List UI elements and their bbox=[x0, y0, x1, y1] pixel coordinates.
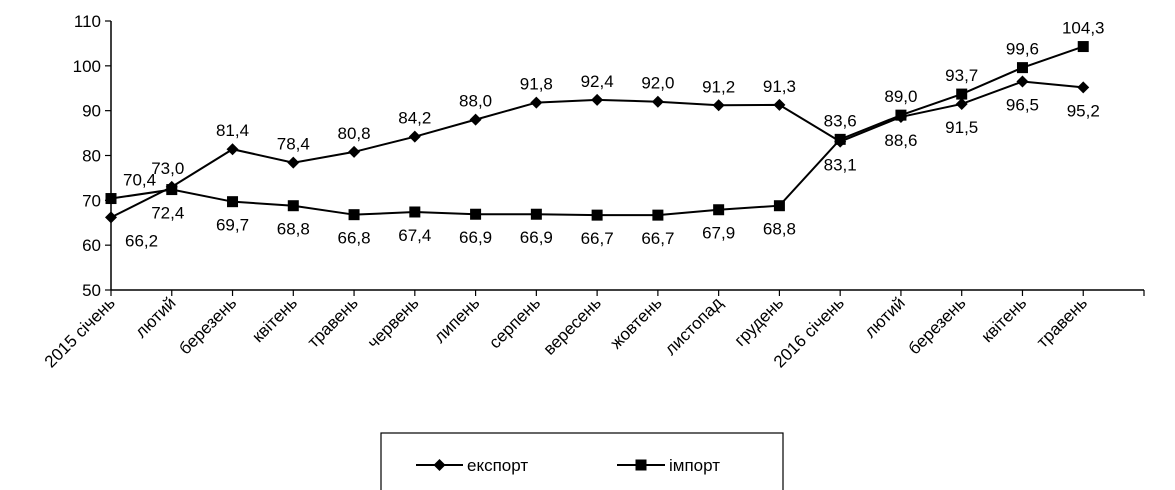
export-point bbox=[773, 98, 786, 111]
import-point bbox=[956, 88, 968, 100]
import-data-label: 99,6 bbox=[1006, 40, 1039, 59]
import-data-label: 66,7 bbox=[581, 229, 614, 248]
import-point bbox=[895, 109, 907, 121]
legend: експорт імпорт bbox=[380, 432, 784, 490]
x-category-label: червень bbox=[364, 293, 423, 352]
import-point bbox=[105, 193, 117, 205]
export-data-label: 91,5 bbox=[945, 118, 978, 137]
x-category-label: квітень bbox=[978, 293, 1031, 346]
y-tick-label: 90 bbox=[82, 102, 101, 121]
export-data-label: 83,1 bbox=[824, 156, 857, 175]
import-data-label: 66,7 bbox=[641, 229, 674, 248]
import-point bbox=[166, 184, 178, 196]
import-data-label: 66,9 bbox=[459, 228, 492, 247]
import-data-label: 72,4 bbox=[151, 204, 184, 223]
export-data-label: 92,4 bbox=[581, 72, 614, 91]
import-data-label: 68,8 bbox=[277, 220, 310, 239]
x-category-label: листопад bbox=[661, 293, 726, 358]
import-point bbox=[287, 200, 299, 212]
y-tick-label: 110 bbox=[74, 12, 101, 31]
legend-label-import: імпорт bbox=[669, 456, 720, 475]
y-tick-label: 70 bbox=[82, 191, 101, 210]
export-data-label: 88,6 bbox=[884, 131, 917, 150]
x-category-label: липень bbox=[430, 293, 483, 346]
x-category-label: жовтень bbox=[606, 293, 665, 352]
x-category-label: березень bbox=[905, 293, 970, 358]
import-point bbox=[591, 209, 603, 221]
x-category-label: лютий bbox=[861, 293, 909, 341]
y-tick-label: 80 bbox=[82, 147, 101, 166]
import-data-label: 67,4 bbox=[398, 226, 431, 245]
x-category-label: грудень bbox=[731, 293, 788, 350]
import-data-label: 67,9 bbox=[702, 224, 735, 243]
export-data-label: 80,8 bbox=[338, 124, 371, 143]
export-data-label: 78,4 bbox=[277, 135, 310, 154]
export-point bbox=[712, 99, 725, 112]
series-layer bbox=[105, 41, 1090, 224]
x-category-label: квітень bbox=[248, 293, 301, 346]
export-point bbox=[469, 113, 482, 126]
legend-box bbox=[380, 432, 784, 490]
export-point bbox=[105, 211, 117, 224]
export-point bbox=[651, 95, 664, 108]
x-category-label: 2015 січень bbox=[41, 293, 119, 371]
export-data-label: 81,4 bbox=[216, 121, 249, 140]
export-point bbox=[408, 130, 421, 143]
import-point bbox=[409, 206, 421, 218]
export-point bbox=[955, 97, 968, 110]
export-point bbox=[1077, 81, 1090, 94]
x-category-label: травень bbox=[1033, 293, 1091, 351]
legend-marker-import bbox=[635, 459, 647, 471]
export-data-label: 95,2 bbox=[1067, 101, 1100, 120]
export-point bbox=[287, 156, 300, 169]
export-data-label: 73,0 bbox=[151, 159, 184, 178]
data-labels: 66,2 73,0 81,4 78,4 80,8 84,2 88,0 91,8 92,4 92,0… bbox=[123, 19, 1105, 251]
import-data-label: 104,3 bbox=[1062, 19, 1105, 38]
import-data-label: 68,8 bbox=[763, 220, 796, 239]
export-point bbox=[1016, 75, 1029, 88]
import-data-label: 89,0 bbox=[884, 87, 917, 106]
x-category-label: березень bbox=[175, 293, 240, 358]
export-data-label: 84,2 bbox=[398, 109, 431, 128]
export-data-label: 92,0 bbox=[641, 74, 674, 93]
export-data-label: 96,5 bbox=[1006, 96, 1039, 115]
export-data-label: 88,0 bbox=[459, 92, 492, 111]
x-category-label: серпень bbox=[485, 293, 544, 352]
import-point bbox=[652, 209, 664, 221]
import-point bbox=[470, 208, 482, 220]
export-point bbox=[530, 96, 543, 109]
import-point bbox=[1077, 41, 1089, 53]
export-data-label: 91,3 bbox=[763, 77, 796, 96]
x-category-label: лютий bbox=[131, 293, 179, 341]
import-data-label: 93,7 bbox=[945, 66, 978, 85]
y-tick-label: 60 bbox=[82, 236, 101, 255]
import-point bbox=[227, 196, 239, 208]
import-point bbox=[1016, 62, 1028, 74]
import-point bbox=[348, 209, 360, 221]
import-data-label: 66,9 bbox=[520, 228, 553, 247]
x-category-label: вересень bbox=[540, 293, 605, 358]
export-point bbox=[348, 145, 361, 158]
export-data-label: 91,2 bbox=[702, 77, 735, 96]
import-data-label: 69,7 bbox=[216, 216, 249, 235]
legend-label-export: експорт bbox=[467, 456, 528, 475]
y-tick-label: 100 bbox=[73, 57, 101, 76]
y-tick-label: 50 bbox=[82, 281, 101, 300]
export-data-label: 66,2 bbox=[125, 231, 158, 250]
import-point bbox=[713, 204, 725, 216]
import-data-label: 66,8 bbox=[338, 229, 371, 248]
legend-marker-export bbox=[433, 459, 446, 471]
import-data-label: 70,4 bbox=[123, 171, 156, 190]
import-point bbox=[530, 208, 542, 220]
import-data-label: 83,6 bbox=[824, 111, 857, 130]
export-point bbox=[226, 143, 239, 156]
import-point bbox=[773, 200, 785, 212]
import-point bbox=[834, 133, 846, 145]
export-point bbox=[591, 93, 604, 106]
export-data-label: 91,8 bbox=[520, 75, 553, 94]
x-category-label: травень bbox=[304, 293, 362, 351]
